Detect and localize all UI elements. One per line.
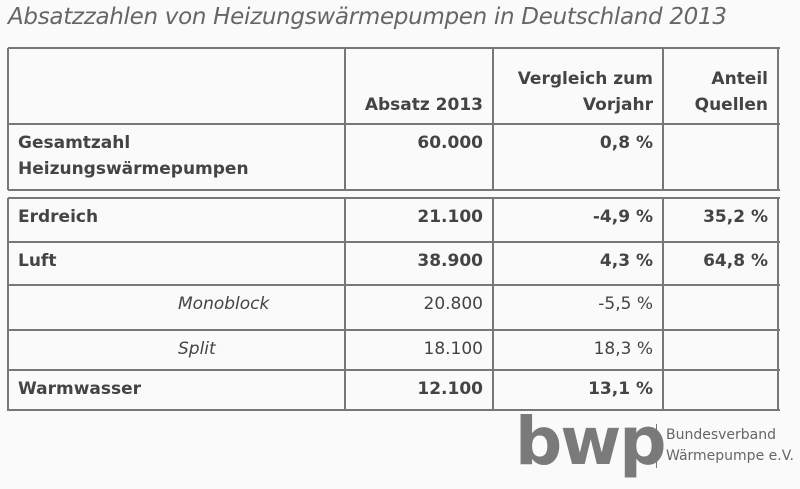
grid-line — [8, 197, 780, 199]
grid-line — [7, 48, 9, 190]
grid-line — [8, 329, 780, 331]
logo-mark: bwp — [515, 403, 666, 480]
grid-line — [492, 198, 494, 411]
logo-divider — [656, 424, 657, 468]
grid-line — [662, 198, 664, 411]
logo-line: Bundesverband — [666, 427, 777, 443]
cell-value: 13,1 % — [588, 379, 653, 399]
row-label: Warmwasser — [18, 379, 142, 399]
grid-line — [8, 47, 780, 49]
grid-line — [344, 198, 346, 411]
cell-value: 20.800 — [423, 294, 483, 314]
grid-line — [8, 284, 780, 286]
header-cell: Absatz 2013 — [364, 95, 483, 115]
row-label: Gesamtzahl Heizungswärmepumpen — [18, 133, 249, 179]
title: Absatzzahlen von Heizungswärmepumpen in … — [8, 4, 727, 30]
grid-line — [8, 409, 780, 411]
row-label: Monoblock — [178, 294, 270, 314]
cell-value: 4,3 % — [599, 251, 653, 271]
cell-value: 18.100 — [423, 339, 483, 359]
row-label: Luft — [18, 251, 57, 271]
cell-value: 18,3 % — [593, 339, 653, 359]
grid-line — [492, 48, 494, 190]
cell-value: -5,5 % — [598, 294, 653, 314]
header-cell: Anteil Quellen — [694, 69, 768, 115]
row-label: Erdreich — [18, 207, 99, 227]
row-label: Split — [178, 339, 216, 359]
cell-value: 0,8 % — [599, 133, 653, 153]
grid-line — [8, 241, 780, 243]
grid-line — [662, 48, 664, 190]
cell-value: 38.900 — [417, 251, 483, 271]
grid-line — [344, 48, 346, 190]
grid-line — [8, 189, 780, 191]
cell-value: 35,2 % — [703, 207, 768, 227]
cell-value: -4,9 % — [592, 207, 653, 227]
cell-value: 21.100 — [417, 207, 483, 227]
logo-line: Wärmepumpe e.V. — [666, 448, 794, 464]
cell-value: 60.000 — [417, 133, 483, 153]
grid-line — [8, 369, 780, 371]
cell-value: 12.100 — [417, 379, 483, 399]
header-cell: Vergleich zum Vorjahr — [517, 69, 653, 115]
grid-line — [777, 48, 779, 190]
cell-value: 64,8 % — [703, 251, 768, 271]
grid-line — [8, 123, 780, 125]
grid-line — [7, 198, 9, 411]
grid-line — [777, 198, 779, 411]
